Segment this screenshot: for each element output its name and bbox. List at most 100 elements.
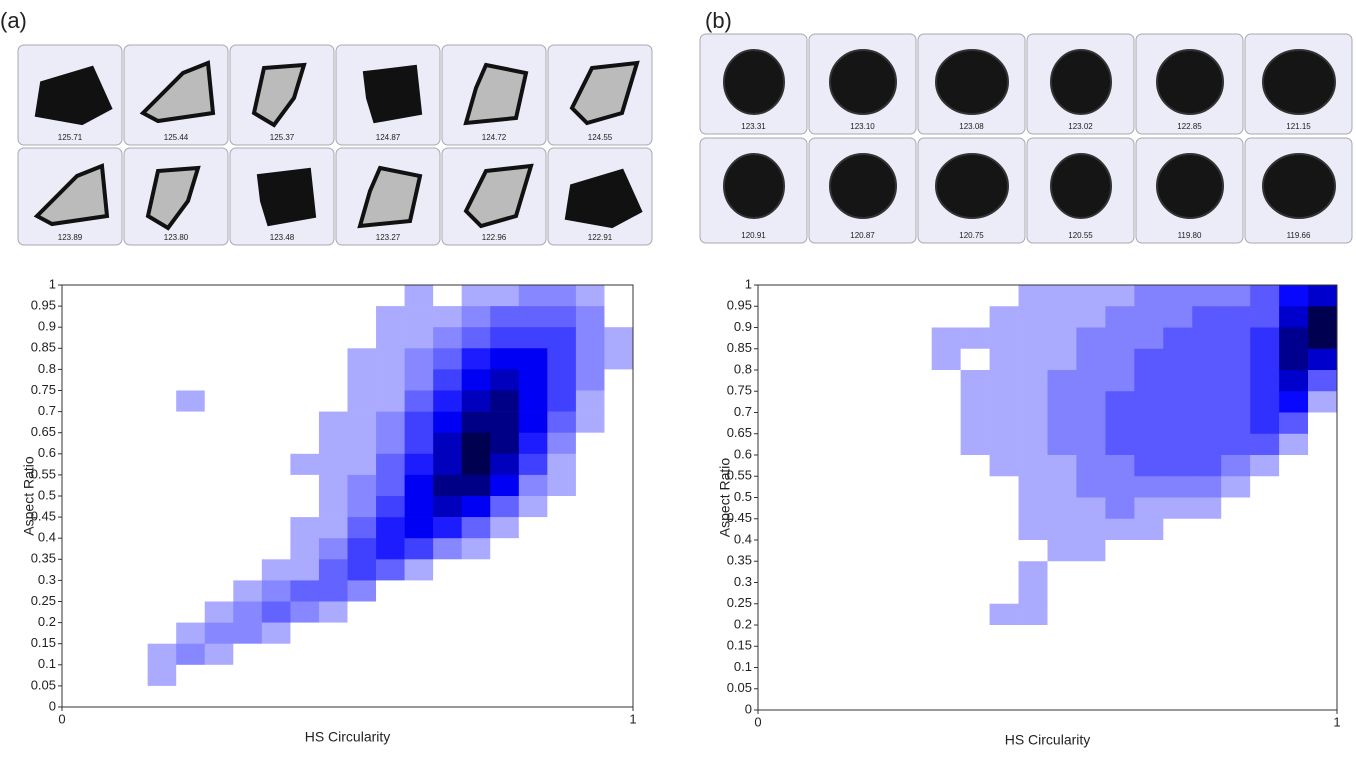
density-cell xyxy=(758,476,788,498)
density-cell xyxy=(233,348,263,370)
density-cell xyxy=(204,601,234,623)
density-cell xyxy=(62,327,91,349)
particle-image xyxy=(34,65,113,126)
density-cell xyxy=(1279,433,1309,456)
density-cell xyxy=(1076,433,1106,456)
density-cell xyxy=(1192,306,1222,328)
density-cell xyxy=(604,306,634,328)
density-cell xyxy=(461,622,491,644)
density-cell xyxy=(518,474,548,497)
density-cell xyxy=(547,411,577,433)
density-cell xyxy=(318,559,348,581)
density-cell xyxy=(290,496,320,518)
density-cell xyxy=(989,497,1019,520)
density-cell xyxy=(347,285,377,307)
density-cell xyxy=(404,327,434,349)
density-cell xyxy=(233,390,263,412)
density-cell xyxy=(902,582,932,605)
density-cell xyxy=(1308,518,1338,541)
density-cell xyxy=(90,643,120,666)
y-tick-label: 0.6 xyxy=(38,445,56,460)
density-cell xyxy=(461,664,491,687)
particle-image xyxy=(1050,153,1112,219)
particle xyxy=(33,163,110,227)
density-cell xyxy=(433,685,462,708)
density-cell xyxy=(931,603,961,626)
density-cell xyxy=(575,601,605,623)
density-cell xyxy=(518,369,548,391)
density-cell xyxy=(1163,306,1193,328)
density-cell xyxy=(1163,348,1193,371)
density-cell xyxy=(318,390,348,412)
density-cell xyxy=(547,580,577,602)
density-cell xyxy=(844,391,875,413)
density-cell xyxy=(1192,348,1222,371)
density-cell xyxy=(1134,540,1164,562)
density-cell xyxy=(931,646,961,668)
density-cell xyxy=(604,432,634,455)
density-cell xyxy=(518,517,548,539)
density-cell xyxy=(376,285,405,307)
density-cell xyxy=(1105,497,1135,520)
density-cell xyxy=(989,285,1019,307)
density-cell xyxy=(176,327,206,349)
density-cell xyxy=(490,496,520,518)
density-cell xyxy=(290,664,320,687)
y-tick-label: 0.95 xyxy=(31,298,56,313)
particle-image xyxy=(829,153,897,219)
density-cell xyxy=(1221,391,1251,413)
density-cell xyxy=(1250,412,1280,435)
y-tick-label: 0.9 xyxy=(734,319,752,334)
density-cell xyxy=(62,664,91,687)
density-cell xyxy=(931,327,961,350)
density-cell xyxy=(518,496,548,518)
density-cell xyxy=(902,561,932,583)
density-cell xyxy=(873,540,904,562)
density-cell xyxy=(1192,540,1222,562)
density-cell xyxy=(518,622,548,644)
density-cell xyxy=(902,603,932,626)
density-cell xyxy=(786,688,817,711)
density-cell xyxy=(290,601,320,623)
density-cell xyxy=(815,667,846,690)
density-cell xyxy=(902,412,932,435)
y-tick-label: 0.15 xyxy=(31,635,56,650)
density-cell xyxy=(1192,370,1222,392)
density-cell xyxy=(815,412,846,435)
density-cell xyxy=(989,667,1019,690)
density-cell xyxy=(404,517,434,539)
density-cell xyxy=(233,664,263,687)
density-cell xyxy=(989,561,1019,583)
density-cell xyxy=(1163,582,1193,605)
density-cell xyxy=(490,411,520,433)
density-cell xyxy=(1076,348,1106,371)
density-cell xyxy=(1047,348,1077,371)
density-cell xyxy=(261,496,291,518)
density-cell xyxy=(604,327,634,349)
particle-value: 123.48 xyxy=(270,233,295,242)
density-cell xyxy=(873,582,904,605)
density-cell xyxy=(147,601,177,623)
density-cell xyxy=(902,646,932,668)
density-cell xyxy=(433,411,462,433)
density-cell xyxy=(404,643,434,666)
particle xyxy=(362,64,423,124)
density-cell xyxy=(960,476,990,498)
density-cell xyxy=(902,497,932,520)
density-cell xyxy=(1279,455,1309,477)
density-cell xyxy=(873,306,904,328)
density-cell xyxy=(786,667,817,690)
density-cell xyxy=(261,622,291,644)
density-cell xyxy=(844,348,875,371)
density-cell xyxy=(62,453,91,476)
density-cell xyxy=(1308,603,1338,626)
density-cell xyxy=(347,580,377,602)
density-cell xyxy=(547,538,577,560)
density-cell xyxy=(490,643,520,666)
y-tick-label: 0.1 xyxy=(734,659,752,674)
density-cell xyxy=(204,453,234,476)
density-cell xyxy=(204,496,234,518)
density-cell xyxy=(490,306,520,328)
density-cell xyxy=(873,455,904,477)
density-cell xyxy=(1134,625,1164,647)
